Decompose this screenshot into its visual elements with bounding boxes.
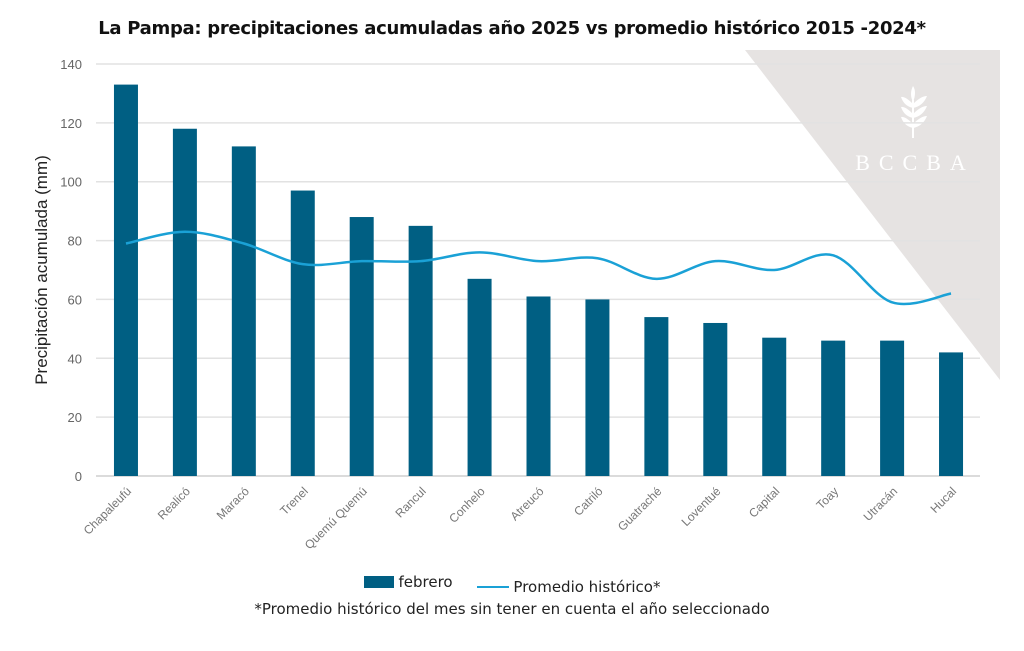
x-tick-label: Hucal	[928, 484, 960, 516]
y-tick-label: 100	[60, 175, 82, 190]
y-tick-label: 0	[75, 469, 82, 484]
bar-Loventué	[703, 322, 728, 476]
bar-Quemú Quemú	[349, 217, 374, 476]
bar-Realicó	[172, 128, 197, 476]
x-tick-label: Guatraché	[615, 484, 665, 534]
bar-Maracó	[231, 146, 256, 476]
bar-Catriló	[585, 299, 610, 476]
legend-item-febrero: febrero	[363, 573, 453, 591]
bar-Trenel	[290, 190, 315, 477]
y-tick-label: 40	[68, 351, 82, 366]
legend: febrero Promedio histórico*	[0, 573, 1024, 596]
x-tick-label: Utracán	[861, 484, 901, 524]
x-tick-label: Conhelo	[446, 484, 488, 526]
watermark-text: BCCBA	[855, 150, 975, 175]
bar-Atreucó	[526, 296, 551, 476]
x-tick-label: Loventué	[679, 484, 724, 529]
bar-Rancul	[408, 225, 433, 476]
legend-swatch-line	[477, 586, 510, 588]
bar-Utracán	[880, 340, 905, 476]
footnote: *Promedio histórico del mes sin tener en…	[254, 600, 770, 618]
y-tick-label: 140	[60, 57, 82, 72]
watermark-logo: BCCBA	[745, 50, 1000, 380]
x-tick-label: Trenel	[277, 484, 311, 518]
x-tick-label: Capital	[746, 484, 782, 520]
legend-swatch-bar	[363, 576, 394, 588]
y-tick-label: 120	[60, 116, 82, 131]
x-tick-label: Maracó	[214, 484, 252, 522]
legend-item-promedio: Promedio histórico*	[477, 578, 660, 596]
x-tick-label: Realicó	[155, 484, 193, 522]
bar-Hucal	[939, 352, 964, 476]
x-tick-label: Quemú Quemú	[302, 484, 370, 552]
chart-title: La Pampa: precipitaciones acumuladas año…	[98, 18, 926, 39]
x-tick-label: Chapaleufú	[81, 484, 134, 537]
y-axis-label: Precipitación acumulada (mm)	[32, 155, 51, 385]
bar-Toay	[821, 340, 846, 476]
bar-Chapaleufú	[113, 84, 138, 476]
x-tick-label: Catriló	[571, 484, 606, 519]
y-tick-label: 80	[68, 234, 82, 249]
bar-Guatraché	[644, 317, 669, 476]
chart: BCCBA 0 20 40 60 80 100 120 140 Chapaleufú Reali…	[32, 50, 1000, 552]
bar-Conhelo	[467, 278, 492, 476]
x-tick-label: Toay	[813, 484, 841, 512]
watermark-triangle	[745, 50, 1000, 380]
x-tick-label: Atreucó	[507, 484, 546, 523]
x-tick-label: Rancul	[392, 484, 428, 520]
legend-label: febrero	[398, 573, 453, 591]
series-line-promedio	[125, 230, 952, 306]
bar-Capital	[762, 337, 787, 476]
legend-label: Promedio histórico*	[513, 578, 661, 596]
y-tick-label: 20	[68, 410, 82, 425]
y-tick-label: 60	[68, 292, 82, 307]
